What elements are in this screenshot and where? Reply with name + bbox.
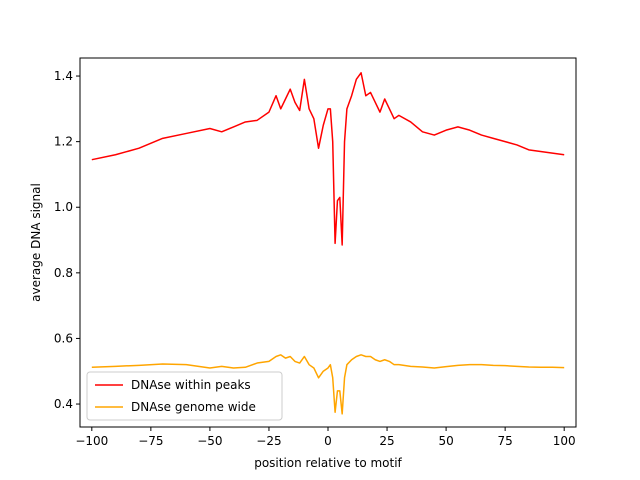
series-line-peaks	[91, 72, 565, 246]
y-tick-label: 0.8	[54, 266, 73, 280]
x-tick-label: −100	[75, 434, 108, 448]
x-tick-label: −25	[256, 434, 281, 448]
y-tick-label: 1.0	[54, 200, 73, 214]
x-tick-label: 50	[438, 434, 453, 448]
legend-label-peaks: DNAse within peaks	[131, 378, 251, 392]
y-tick-label: 0.4	[54, 397, 73, 411]
x-tick-label: 100	[553, 434, 576, 448]
x-tick-label: −75	[138, 434, 163, 448]
x-axis-ticks: −100 −75 −50 −25 0 25 50 75 100	[75, 427, 576, 448]
y-tick-label: 0.6	[54, 331, 73, 345]
legend-box	[86, 371, 283, 421]
x-axis-label: position relative to motif	[254, 456, 402, 470]
legend: DNAse within peaks DNAse genome wide	[86, 371, 283, 421]
x-tick-label: −50	[197, 434, 222, 448]
y-axis-label: average DNA signal	[29, 183, 43, 302]
y-tick-label: 1.2	[54, 135, 73, 149]
legend-label-genome-wide: DNAse genome wide	[131, 400, 256, 414]
x-tick-label: 25	[379, 434, 394, 448]
series-line-genome-wide	[91, 354, 565, 415]
x-tick-label: 75	[498, 434, 513, 448]
x-tick-label: 0	[324, 434, 332, 448]
y-tick-label: 1.4	[54, 69, 73, 83]
series-layer	[91, 72, 565, 415]
y-axis-ticks: 0.4 0.6 0.8 1.0 1.2 1.4	[54, 69, 80, 411]
